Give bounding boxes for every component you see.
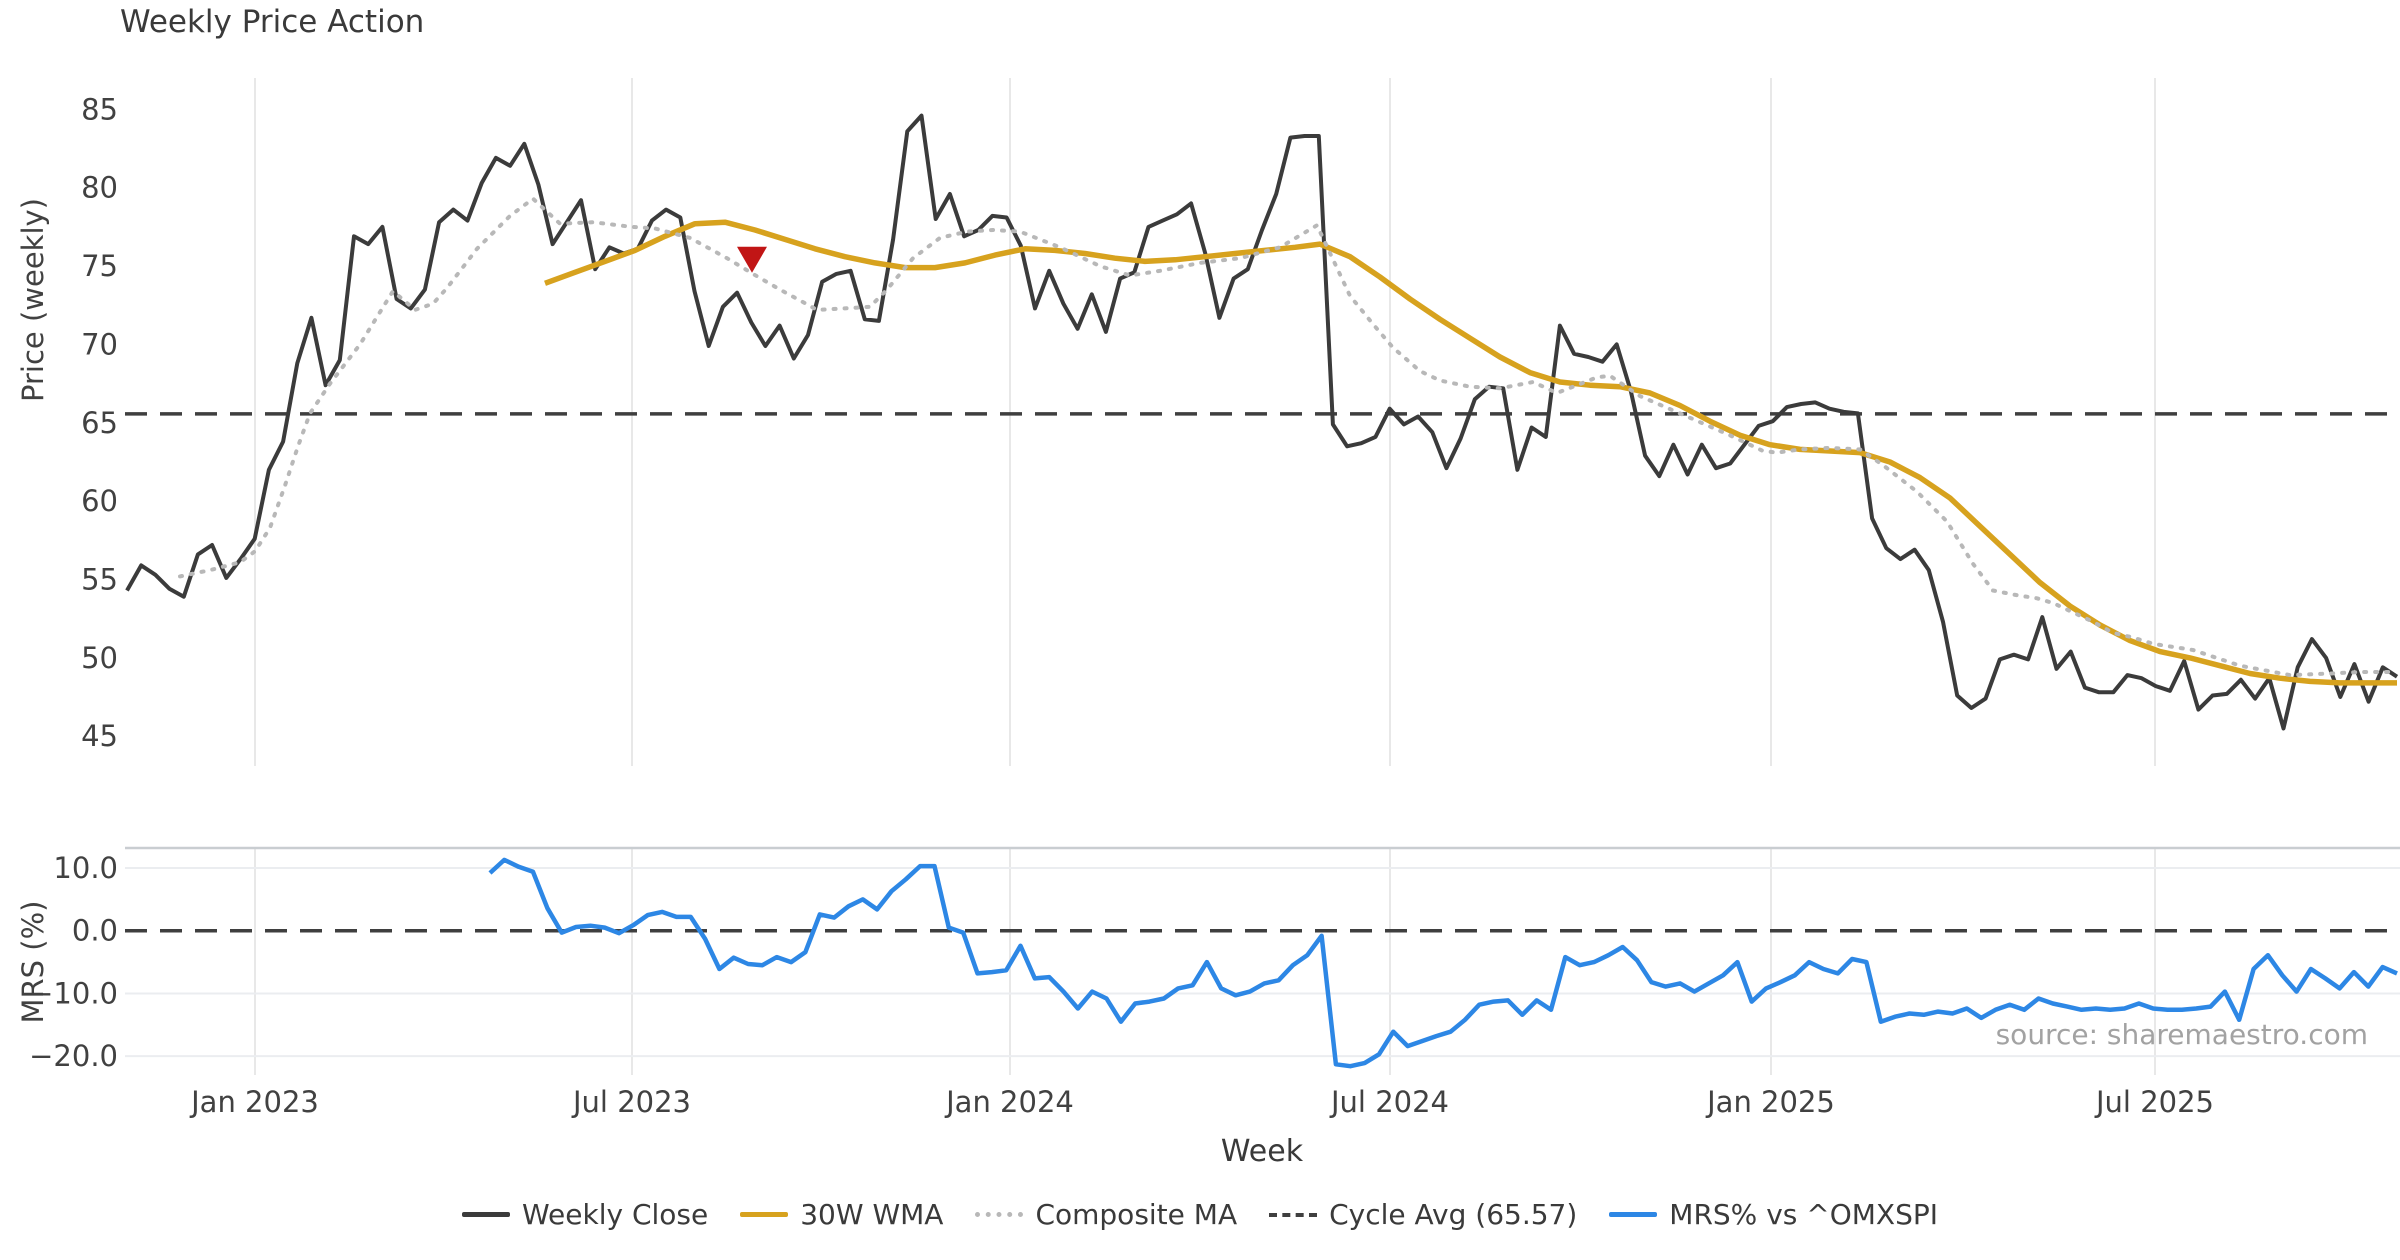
y-tick-label: 85 (81, 92, 118, 126)
legend-item-mrs: MRS% vs ^OMXSPI (1609, 1198, 1938, 1231)
x-tick-label: Jul 2023 (571, 1085, 691, 1119)
mrs-y-axis-label: MRS (%) (16, 900, 50, 1024)
series-composite-ma (178, 196, 2399, 678)
composite-ma-line-swatch (975, 1212, 1024, 1217)
y-tick-label: 50 (81, 641, 118, 675)
y-tick-label: 10.0 (53, 851, 118, 885)
legend-label: MRS% vs ^OMXSPI (1669, 1198, 1939, 1231)
y-tick-label: 70 (81, 327, 118, 361)
legend-label: Composite MA (1035, 1198, 1238, 1231)
wma-line-swatch (740, 1212, 789, 1217)
chart-title: Weekly Price Action (120, 4, 425, 40)
y-tick-label: −10.0 (29, 976, 118, 1010)
y-tick-label: 60 (81, 484, 118, 518)
y-tick-label: 0.0 (72, 914, 118, 948)
sell-signal-marker-icon (737, 246, 767, 273)
series-weekly-close (125, 113, 2399, 731)
y-tick-label: 45 (81, 719, 118, 753)
legend-item-weekly-close: Weekly Close (461, 1198, 709, 1231)
y-tick-label: 65 (81, 406, 118, 440)
mrs-line-swatch (1609, 1212, 1658, 1217)
legend: Weekly Close 30W WMA Composite MA Cycle … (0, 1198, 2400, 1231)
legend-item-cycle-avg: Cycle Avg (65.57) (1269, 1198, 1577, 1231)
y-tick-label: 80 (81, 171, 118, 205)
x-tick-label: Jan 2025 (1705, 1085, 1835, 1119)
series-30w-wma (544, 219, 2397, 686)
x-tick-label: Jul 2024 (1329, 1085, 1449, 1119)
x-tick-label: Jan 2024 (944, 1085, 1074, 1119)
y-tick-label: 55 (81, 563, 118, 597)
x-axis-label: Week (1220, 1134, 1304, 1169)
legend-label: Weekly Close (521, 1198, 709, 1231)
x-tick-label: Jul 2025 (2094, 1085, 2214, 1119)
cycle-avg-line-swatch (1269, 1212, 1318, 1217)
legend-item-30w-wma: 30W WMA (740, 1198, 943, 1231)
weekly-close-line-swatch (461, 1212, 510, 1217)
legend-item-composite-ma: Composite MA (975, 1198, 1237, 1231)
y-tick-label: 75 (81, 249, 118, 283)
y-tick-label: −20.0 (29, 1039, 118, 1073)
series-mrs-vs-omxspi (488, 857, 2398, 1069)
legend-label: Cycle Avg (65.57) (1329, 1198, 1578, 1231)
legend-label: 30W WMA (800, 1198, 944, 1231)
x-tick-label: Jan 2023 (189, 1085, 319, 1119)
source-credit: source: sharemaestro.com (1995, 1018, 2368, 1051)
price-y-axis-label: Price (weekly) (16, 197, 50, 403)
